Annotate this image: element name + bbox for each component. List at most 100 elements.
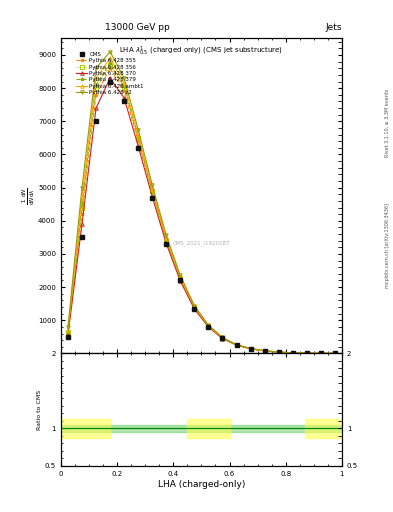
Pythia 6.428 ambt1 bbox=[94, 75, 98, 81]
Pythia 6.428 ambt1 bbox=[122, 80, 127, 86]
X-axis label: LHA (charged-only): LHA (charged-only) bbox=[158, 480, 245, 488]
Pythia 6.428 z2 bbox=[276, 349, 281, 355]
Pythia 6.428 356 bbox=[206, 323, 211, 329]
Pythia 6.428 356 bbox=[122, 85, 127, 91]
Pythia 6.428 370 bbox=[262, 348, 267, 354]
Bar bbox=[61, 424, 342, 432]
Pythia 6.428 355 bbox=[206, 323, 211, 329]
Pythia 6.428 z2 bbox=[206, 322, 211, 328]
Pythia 6.428 z2 bbox=[234, 342, 239, 348]
Pythia 6.428 355 bbox=[262, 348, 267, 354]
Pythia 6.428 356 bbox=[178, 275, 183, 281]
Pythia 6.428 ambt1 bbox=[234, 342, 239, 348]
Pythia 6.428 379 bbox=[305, 350, 309, 356]
CMS bbox=[122, 98, 127, 104]
Pythia 6.428 ambt1 bbox=[332, 350, 337, 356]
Pythia 6.428 356 bbox=[164, 237, 169, 243]
Pythia 6.428 370 bbox=[164, 241, 169, 247]
Pythia 6.428 370 bbox=[80, 221, 84, 227]
Pythia 6.428 ambt1 bbox=[305, 350, 309, 356]
Pythia 6.428 370 bbox=[220, 335, 225, 342]
Pythia 6.428 356 bbox=[150, 188, 154, 194]
Pythia 6.428 ambt1 bbox=[276, 349, 281, 355]
Pythia 6.428 356 bbox=[108, 62, 112, 68]
Pythia 6.428 ambt1 bbox=[108, 55, 112, 61]
Y-axis label: Ratio to CMS: Ratio to CMS bbox=[37, 390, 42, 430]
Line: Pythia 6.428 355: Pythia 6.428 355 bbox=[66, 67, 337, 355]
CMS bbox=[318, 350, 323, 356]
Pythia 6.428 ambt1 bbox=[318, 350, 323, 356]
CMS bbox=[206, 324, 211, 330]
Pythia 6.428 355 bbox=[94, 92, 98, 98]
Pythia 6.428 z2 bbox=[192, 303, 197, 309]
Pythia 6.428 356 bbox=[318, 350, 323, 356]
Pythia 6.428 379 bbox=[122, 83, 127, 90]
CMS bbox=[192, 306, 197, 312]
Pythia 6.428 379 bbox=[136, 134, 141, 140]
Pythia 6.428 z2 bbox=[136, 126, 141, 133]
Pythia 6.428 z2 bbox=[80, 184, 84, 190]
Pythia 6.428 z2 bbox=[164, 232, 169, 239]
Pythia 6.428 355 bbox=[80, 211, 84, 217]
Pythia 6.428 z2 bbox=[220, 334, 225, 340]
CMS bbox=[262, 348, 267, 354]
Pythia 6.428 379 bbox=[276, 349, 281, 355]
Pythia 6.428 370 bbox=[318, 350, 323, 356]
Pythia 6.428 z2 bbox=[305, 350, 309, 356]
Pythia 6.428 356 bbox=[94, 85, 98, 91]
CMS bbox=[136, 145, 141, 151]
Pythia 6.428 355 bbox=[66, 330, 70, 336]
Pythia 6.428 379 bbox=[80, 201, 84, 207]
Pythia 6.428 370 bbox=[66, 332, 70, 338]
Pythia 6.428 379 bbox=[234, 342, 239, 348]
Pythia 6.428 355 bbox=[276, 349, 281, 355]
Y-axis label: $\frac{1}{\mathrm{d}N}\frac{\mathrm{d}N}{\mathrm{d}\lambda}$: $\frac{1}{\mathrm{d}N}\frac{\mathrm{d}N}… bbox=[20, 187, 37, 205]
Pythia 6.428 379 bbox=[108, 60, 112, 67]
CMS bbox=[164, 241, 169, 247]
Pythia 6.428 356 bbox=[136, 135, 141, 141]
CMS bbox=[178, 278, 183, 284]
Pythia 6.428 ambt1 bbox=[178, 274, 183, 280]
Pythia 6.428 356 bbox=[305, 350, 309, 356]
Pythia 6.428 z2 bbox=[122, 75, 127, 81]
Pythia 6.428 379 bbox=[164, 236, 169, 242]
CMS bbox=[248, 346, 253, 352]
Pythia 6.428 370 bbox=[276, 349, 281, 355]
Pythia 6.428 355 bbox=[122, 89, 127, 95]
Pythia 6.428 356 bbox=[262, 348, 267, 354]
Text: Jets: Jets bbox=[325, 23, 342, 32]
Pythia 6.428 z2 bbox=[290, 350, 295, 356]
Pythia 6.428 z2 bbox=[248, 346, 253, 352]
Pythia 6.428 379 bbox=[192, 304, 197, 310]
Pythia 6.428 ambt1 bbox=[220, 335, 225, 341]
Pythia 6.428 356 bbox=[192, 304, 197, 310]
Pythia 6.428 355 bbox=[164, 238, 169, 244]
Pythia 6.428 356 bbox=[80, 204, 84, 210]
Pythia 6.428 370 bbox=[248, 346, 253, 352]
Pythia 6.428 355 bbox=[234, 342, 239, 348]
Pythia 6.428 355 bbox=[178, 276, 183, 282]
Pythia 6.428 379 bbox=[318, 350, 323, 356]
Pythia 6.428 379 bbox=[248, 346, 253, 352]
Pythia 6.428 z2 bbox=[94, 65, 98, 71]
Pythia 6.428 370 bbox=[305, 350, 309, 356]
Text: LHA $\lambda^{1}_{0.5}$ (charged only) (CMS jet substructure): LHA $\lambda^{1}_{0.5}$ (charged only) (… bbox=[119, 45, 283, 58]
Legend: CMS, Pythia 6.428 355, Pythia 6.428 356, Pythia 6.428 370, Pythia 6.428 379, Pyt: CMS, Pythia 6.428 355, Pythia 6.428 356,… bbox=[75, 51, 145, 96]
Pythia 6.428 356 bbox=[220, 335, 225, 341]
CMS bbox=[276, 349, 281, 355]
CMS bbox=[108, 78, 112, 84]
Pythia 6.428 355 bbox=[220, 335, 225, 341]
Pythia 6.428 355 bbox=[150, 189, 154, 196]
Pythia 6.428 370 bbox=[122, 95, 127, 101]
Pythia 6.428 356 bbox=[332, 350, 337, 356]
Pythia 6.428 355 bbox=[290, 350, 295, 356]
Pythia 6.428 ambt1 bbox=[164, 235, 169, 241]
Text: 13000 GeV pp: 13000 GeV pp bbox=[105, 23, 170, 32]
Pythia 6.428 356 bbox=[234, 342, 239, 348]
Pythia 6.428 ambt1 bbox=[80, 195, 84, 201]
CMS bbox=[234, 342, 239, 348]
Pythia 6.428 355 bbox=[136, 138, 141, 144]
Text: Rivet 3.1.10, ≥ 3.3M events: Rivet 3.1.10, ≥ 3.3M events bbox=[385, 89, 390, 157]
Text: mcplots.cern.ch [arXiv:1306.3436]: mcplots.cern.ch [arXiv:1306.3436] bbox=[385, 203, 390, 288]
Pythia 6.428 370 bbox=[192, 306, 197, 312]
